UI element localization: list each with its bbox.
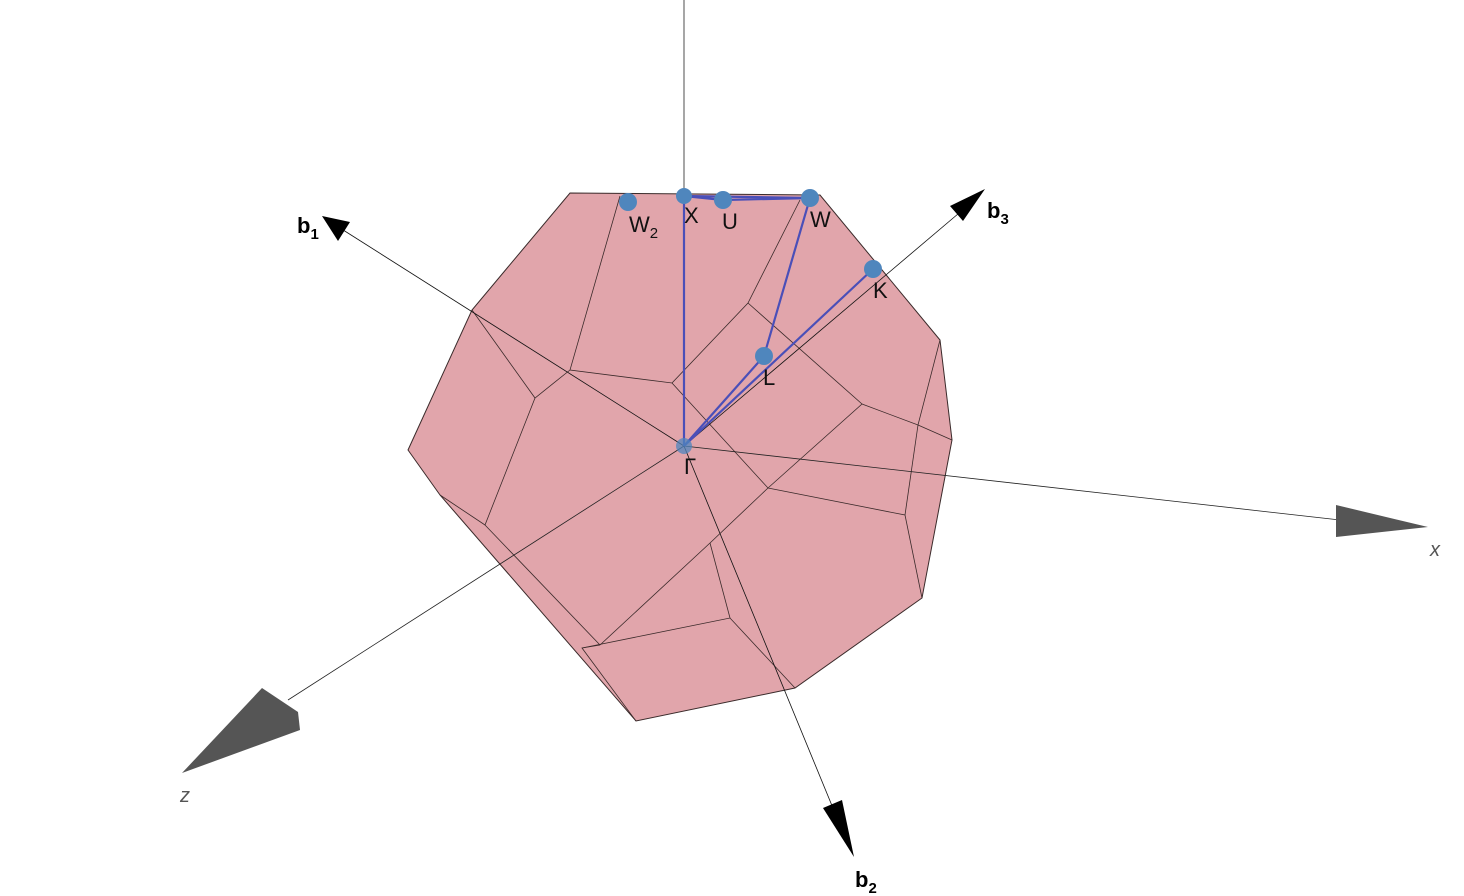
x-axis-line: [683, 445, 1341, 521]
b1-arrowhead: [322, 216, 350, 241]
b3-vector-line: [683, 207, 966, 447]
b3-label: b3: [987, 198, 1009, 228]
point-w: [801, 189, 819, 207]
label-w: W: [810, 207, 831, 232]
reciprocal-vectors: b1 b2 b3: [297, 189, 1009, 896]
label-l: L: [763, 365, 775, 390]
x-axis-label: x: [1429, 539, 1441, 561]
b1-label: b1: [297, 213, 319, 243]
label-x: X: [684, 203, 699, 228]
b3-arrowhead: [950, 189, 985, 221]
b2-arrowhead: [823, 800, 854, 857]
point-l: [755, 347, 773, 365]
z-axis-line: [287, 445, 685, 701]
point-w2: [619, 193, 637, 211]
path-x-w-top: [683, 194, 811, 200]
high-symmetry-points: Γ X U W K L W2: [619, 188, 888, 479]
point-u: [714, 191, 732, 209]
z-axis-arrowhead: [182, 688, 300, 773]
z-axis-label: z: [179, 785, 190, 807]
point-k: [864, 260, 882, 278]
x-axis-arrowhead: [1336, 505, 1428, 537]
b1-vector-line: [339, 227, 685, 447]
b2-label: b2: [855, 867, 877, 896]
label-u: U: [722, 209, 738, 234]
point-x: [676, 188, 692, 204]
label-w2: W2: [629, 212, 658, 242]
label-gamma: Γ: [684, 454, 696, 479]
brillouin-zone-solid: [407, 192, 953, 722]
point-gamma: [676, 438, 692, 454]
b2-vector-line: [683, 445, 843, 831]
label-k: K: [873, 278, 888, 303]
solid-edges: [439, 195, 953, 722]
